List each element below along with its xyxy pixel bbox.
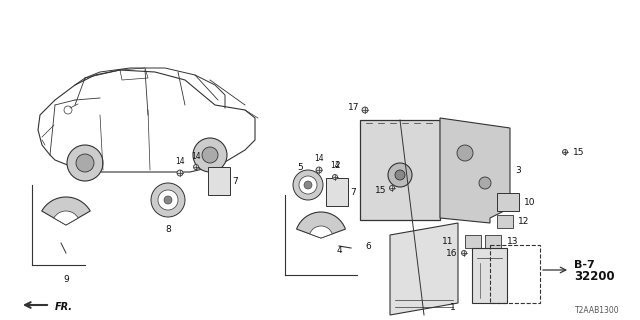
Polygon shape	[390, 223, 458, 315]
Wedge shape	[42, 197, 90, 225]
Text: 8: 8	[165, 225, 171, 234]
Polygon shape	[440, 118, 510, 223]
Text: 9: 9	[63, 275, 69, 284]
Circle shape	[479, 177, 491, 189]
Circle shape	[293, 170, 323, 200]
FancyBboxPatch shape	[472, 248, 507, 303]
Text: 11: 11	[442, 236, 453, 245]
Text: FR.: FR.	[55, 302, 73, 312]
Text: 1: 1	[451, 303, 456, 312]
Circle shape	[177, 170, 183, 176]
Circle shape	[304, 181, 312, 189]
Circle shape	[193, 138, 227, 172]
Text: 16: 16	[445, 249, 457, 258]
Text: 10: 10	[524, 197, 536, 206]
Text: 14: 14	[330, 161, 340, 170]
Circle shape	[362, 107, 368, 113]
Circle shape	[563, 149, 568, 155]
Circle shape	[67, 145, 103, 181]
Text: 12: 12	[518, 217, 529, 226]
FancyBboxPatch shape	[465, 235, 481, 248]
Wedge shape	[54, 211, 78, 225]
Circle shape	[388, 163, 412, 187]
Text: 7: 7	[350, 188, 356, 196]
Text: 13: 13	[507, 236, 518, 245]
FancyBboxPatch shape	[326, 178, 348, 206]
Circle shape	[316, 167, 322, 173]
Circle shape	[193, 164, 198, 170]
Text: 17: 17	[348, 102, 359, 111]
Text: B-7: B-7	[574, 260, 595, 270]
Text: 15: 15	[374, 186, 386, 195]
Text: 3: 3	[515, 165, 521, 174]
Circle shape	[76, 154, 94, 172]
Text: T2AAB1300: T2AAB1300	[575, 306, 620, 315]
Text: 14: 14	[191, 152, 201, 161]
Circle shape	[461, 251, 467, 255]
Text: 32200: 32200	[574, 269, 614, 283]
Text: 15: 15	[573, 148, 584, 156]
Circle shape	[457, 145, 473, 161]
Text: 5: 5	[297, 163, 303, 172]
FancyBboxPatch shape	[208, 167, 230, 195]
Text: 14: 14	[314, 154, 324, 163]
Wedge shape	[296, 212, 346, 238]
Circle shape	[164, 196, 172, 204]
FancyBboxPatch shape	[497, 215, 513, 228]
Wedge shape	[310, 226, 332, 238]
Text: 2: 2	[334, 161, 340, 170]
Circle shape	[395, 170, 405, 180]
Text: 14: 14	[175, 157, 185, 166]
Circle shape	[202, 147, 218, 163]
Circle shape	[158, 190, 178, 210]
Circle shape	[333, 174, 337, 180]
Text: 7: 7	[232, 177, 237, 186]
Circle shape	[151, 183, 185, 217]
Text: 6: 6	[365, 242, 371, 251]
FancyBboxPatch shape	[360, 120, 440, 220]
FancyBboxPatch shape	[485, 235, 501, 248]
Circle shape	[390, 186, 394, 190]
Text: 4: 4	[337, 245, 342, 254]
FancyBboxPatch shape	[497, 193, 519, 211]
Circle shape	[299, 176, 317, 194]
